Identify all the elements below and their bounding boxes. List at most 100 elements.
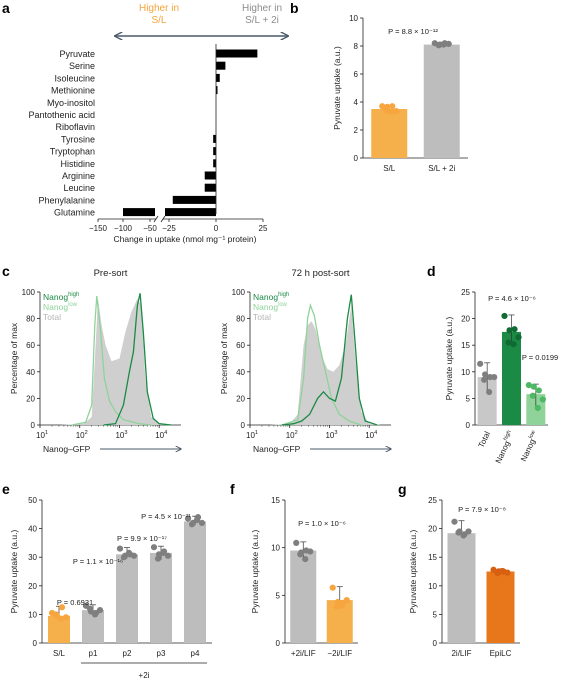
data-point [460, 532, 467, 539]
data-point [164, 552, 172, 559]
data-point [477, 360, 484, 367]
data-point [534, 404, 541, 412]
legend-entry: Nanoghigh [43, 292, 79, 302]
data-point [530, 383, 537, 390]
p-value: P = 1.1 × 10⁻¹⁶ [73, 557, 123, 566]
y-tick-label: 0 [276, 639, 281, 648]
bar [216, 49, 258, 58]
panel-b: 0 2 4 6 8 10 Pyruvate uptake (a.u.) S/L S/L + 2i… [332, 14, 468, 173]
x-tick-label: 0 [214, 224, 219, 233]
x-tick-label: 102 [76, 430, 88, 440]
y-tick-label: 15 [461, 341, 470, 350]
x-tick-label: +2i/LIF [291, 649, 316, 658]
x-axis-label: Nanog–GFP [253, 444, 301, 454]
x-tick-label: Total [477, 430, 492, 449]
category-label: Histidine [60, 159, 95, 169]
bar [150, 552, 172, 643]
bar [184, 521, 206, 643]
p-value: P = 8.8 × 10⁻¹² [388, 27, 438, 36]
y-tick-label: 8 [354, 42, 359, 51]
category-label: Tyrosine [61, 134, 95, 144]
data-point [535, 387, 542, 394]
panel-c: Pre-sort 0 20 40 60 80 100 101 102 103 104 Percenta… [9, 268, 391, 454]
data-point [57, 615, 65, 622]
y-tick-label: 20 [28, 582, 37, 591]
bar [123, 208, 155, 217]
data-point [125, 549, 133, 557]
y-axis-label: Pyruvate uptake (a.u.) [250, 530, 260, 614]
data-point [150, 544, 158, 551]
y-tick-label: 100 [22, 288, 36, 297]
p-value: P = 0.0199 [522, 353, 558, 362]
data-point [91, 611, 99, 618]
bar [213, 159, 216, 168]
y-tick-label: 10 [349, 14, 358, 23]
data-point [338, 602, 345, 609]
y-tick-label: 0 [466, 421, 471, 430]
y-axis-label: Pyruvate uptake (a.u.) [332, 46, 342, 130]
x-tick-label: −50 [143, 224, 157, 233]
data-point [510, 341, 517, 348]
p-value: P = 1.0 × 10⁻⁶ [298, 519, 346, 528]
category-label: Myo-inositol [47, 98, 95, 108]
panel-e: 0 10 20 30 40 50 Pyruvate uptake (a.u.) S/L p1 p2… [9, 496, 212, 680]
subtitle: Pre-sort [94, 268, 128, 279]
x-axis-label: Nanog–GFP [43, 444, 91, 454]
legend-entry: Nanoglow [43, 302, 78, 312]
bar [216, 73, 220, 82]
y-tick-label: 6 [354, 70, 359, 79]
x-tick-label: 104 [365, 430, 377, 440]
y-tick-label: 5 [276, 591, 281, 600]
bar [213, 134, 216, 143]
data-point [393, 108, 400, 115]
x-axis-label: Change in uptake (nmol mg⁻¹ protein) [114, 234, 257, 244]
bar [371, 109, 408, 158]
bar [116, 554, 138, 643]
p-value: P = 9.9 × 10⁻¹⁷ [117, 534, 167, 543]
x-tick-label: 101 [246, 430, 258, 440]
bar [486, 571, 515, 643]
data-point [504, 569, 511, 576]
y-tick-label: 5 [466, 394, 471, 403]
y-tick-label: 40 [236, 368, 245, 377]
bar [290, 550, 317, 643]
y-tick-label: 10 [28, 610, 37, 619]
category-label: Tryptophan [50, 147, 95, 157]
data-point [539, 396, 546, 403]
y-axis-label: Percentage of max [9, 322, 19, 394]
data-point [379, 103, 386, 110]
data-point [343, 597, 350, 604]
data-point [486, 388, 493, 396]
bar [502, 331, 521, 425]
data-point [154, 555, 162, 562]
x-tick-label: S/L [383, 164, 396, 173]
x-tick-label: p1 [89, 649, 98, 658]
category-label: Pantothenic acid [28, 110, 95, 120]
y-tick-label: 30 [28, 553, 37, 562]
panel-label-f: f [230, 481, 235, 497]
x-tick-label: −100 [114, 224, 133, 233]
y-axis-label: Pyruvate uptake (a.u.) [9, 530, 19, 614]
data-point [481, 376, 488, 383]
bar [172, 195, 216, 204]
x-tick-label: S/L [53, 649, 66, 658]
y-tick-label: 0 [354, 154, 359, 163]
histogram-total [269, 305, 382, 425]
y-tick-label: 50 [28, 496, 37, 505]
x-tick-label: 25 [259, 224, 268, 233]
y-tick-label: 40 [26, 368, 35, 377]
bar [477, 377, 497, 425]
y-tick-label: 40 [28, 525, 37, 534]
axis-break-mark [160, 215, 166, 223]
data-point [62, 614, 70, 621]
data-point [86, 605, 94, 612]
bar [165, 208, 216, 217]
axis-break-mark [153, 215, 159, 223]
data-point [491, 374, 498, 381]
legend-entry: Total [253, 312, 271, 322]
histogram-nanog-low [281, 302, 362, 426]
data-point [297, 551, 304, 558]
x-tick-label: −2i/LIF [327, 649, 352, 658]
x-tick-label: p3 [157, 649, 166, 658]
